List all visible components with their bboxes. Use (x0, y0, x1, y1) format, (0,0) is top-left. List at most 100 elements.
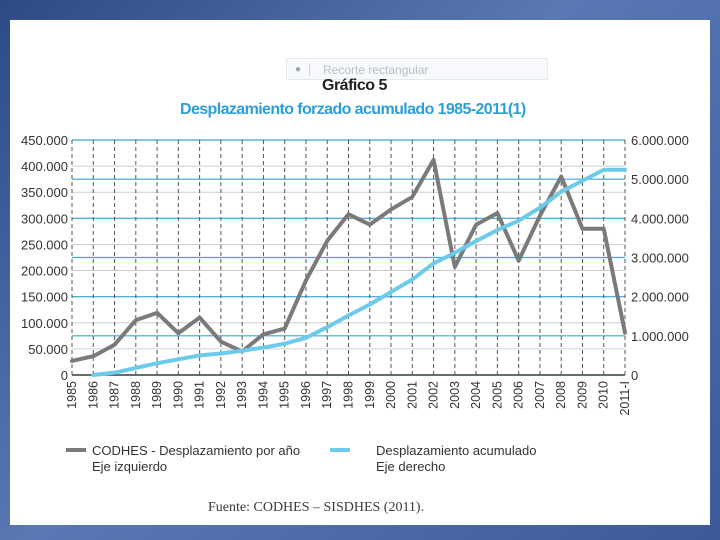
right-tick-label: 2.000.000 (631, 290, 689, 305)
data-point (198, 353, 202, 357)
data-point (219, 351, 223, 355)
data-point (580, 227, 584, 231)
slide-panel (10, 20, 710, 525)
data-point (602, 227, 606, 231)
data-point (134, 366, 138, 370)
x-axis-ticks: 1985 1986 1987 1988 1989 1990 1991 1992 1993 1994… (65, 381, 632, 416)
series-line-cumulative-displacement (91, 167, 627, 377)
x-tick-label: 2008 (554, 381, 568, 409)
left-tick-label: 50.000 (28, 342, 68, 357)
grid-layer (71, 139, 626, 376)
data-point (134, 318, 138, 322)
x-tick-label: 1991 (193, 381, 207, 409)
data-point (91, 354, 95, 358)
x-tick-label: 2000 (384, 381, 398, 409)
data-point (517, 219, 521, 223)
data-point (495, 228, 499, 232)
data-point (70, 359, 74, 363)
x-tick-label: 2009 (575, 381, 589, 409)
left-tick-label: 400.000 (21, 159, 68, 174)
data-point (559, 190, 563, 194)
data-point (347, 212, 350, 216)
left-tick-label: 200.000 (21, 264, 68, 279)
data-point (517, 259, 521, 263)
data-point (580, 179, 584, 183)
left-tick-label: 150.000 (21, 290, 68, 305)
data-point (410, 195, 414, 199)
data-point (325, 325, 329, 329)
data-point (261, 332, 265, 336)
data-point (559, 175, 563, 179)
record-icon: ● (295, 64, 302, 75)
data-point (113, 371, 117, 375)
x-tick-label: 1992 (214, 381, 228, 409)
chart-title: Desplazamiento forzado acumulado 1985-20… (180, 101, 526, 118)
left-tick-label: 450.000 (21, 133, 68, 148)
data-point (325, 239, 329, 243)
x-tick-label: 1996 (299, 381, 313, 409)
data-point (261, 346, 265, 350)
right-tick-label: 3.000.000 (631, 251, 689, 266)
left-tick-label: 0 (61, 368, 68, 383)
data-point (240, 349, 244, 353)
data-point (347, 313, 350, 317)
left-tick-label: 300.000 (21, 211, 68, 226)
data-point (623, 331, 627, 335)
chart-number-label: Gráfico 5 (322, 77, 387, 94)
data-point (453, 265, 457, 269)
x-tick-label: 2001 (405, 381, 419, 409)
right-tick-label: 4.000.000 (631, 211, 689, 226)
data-point (198, 316, 202, 320)
left-axis-ticks: 0 50.000 100.000 150.000 200.000 250.000 300.0… (21, 133, 68, 383)
data-point (155, 361, 159, 365)
data-point (283, 327, 287, 331)
data-point (623, 168, 627, 172)
left-tick-label: 100.000 (21, 316, 68, 331)
legend-axis-note: Eje izquierdo (92, 459, 167, 474)
x-tick-label: 2007 (533, 381, 547, 409)
x-tick-label: 2010 (597, 381, 611, 409)
x-tick-label: 1998 (342, 381, 356, 409)
data-point (283, 342, 287, 346)
x-tick-label: 1989 (150, 381, 164, 409)
x-tick-label: 2002 (427, 381, 441, 409)
data-point (176, 331, 180, 335)
right-tick-label: 6.000.000 (631, 133, 689, 148)
data-point (432, 261, 436, 265)
data-point (304, 278, 308, 282)
divider (309, 63, 310, 76)
data-point (432, 158, 436, 162)
x-tick-label: 2003 (448, 381, 462, 409)
x-tick-label: 2005 (490, 381, 504, 409)
x-tick-label: 1988 (129, 381, 143, 409)
legend-axis-note: Eje derecho (376, 459, 445, 474)
data-point (474, 239, 478, 243)
x-tick-label: 1993 (235, 381, 249, 409)
data-point (219, 340, 223, 344)
left-tick-label: 250.000 (21, 237, 68, 252)
x-tick-label: 1986 (86, 381, 100, 409)
x-tick-label: 1999 (363, 381, 377, 409)
data-point (495, 211, 499, 215)
data-point (113, 343, 117, 347)
data-point (304, 336, 308, 340)
right-axis-ticks: 0 1.000.000 2.000.000 3.000.000 4.000.000 5.0… (631, 133, 689, 383)
snip-mode-label: Recorte rectangular (323, 63, 429, 77)
data-point (474, 223, 478, 227)
x-tick-label: 1987 (108, 381, 122, 409)
x-tick-label: 2004 (469, 381, 483, 409)
left-tick-label: 350.000 (21, 185, 68, 200)
x-tick-label: 2011-I (618, 381, 632, 416)
right-tick-label: 0 (631, 368, 638, 383)
x-tick-label: 1985 (65, 381, 79, 409)
x-tick-label: 1997 (320, 381, 334, 409)
data-point (389, 207, 393, 211)
right-tick-label: 1.000.000 (631, 329, 689, 344)
data-point (538, 214, 542, 218)
data-point (368, 303, 372, 306)
legend-label: Desplazamiento acumulado (376, 443, 536, 458)
data-point (602, 168, 606, 172)
x-tick-label: 1995 (278, 381, 292, 409)
snipping-tool-overlay[interactable]: ● Recorte rectangular (286, 58, 548, 80)
